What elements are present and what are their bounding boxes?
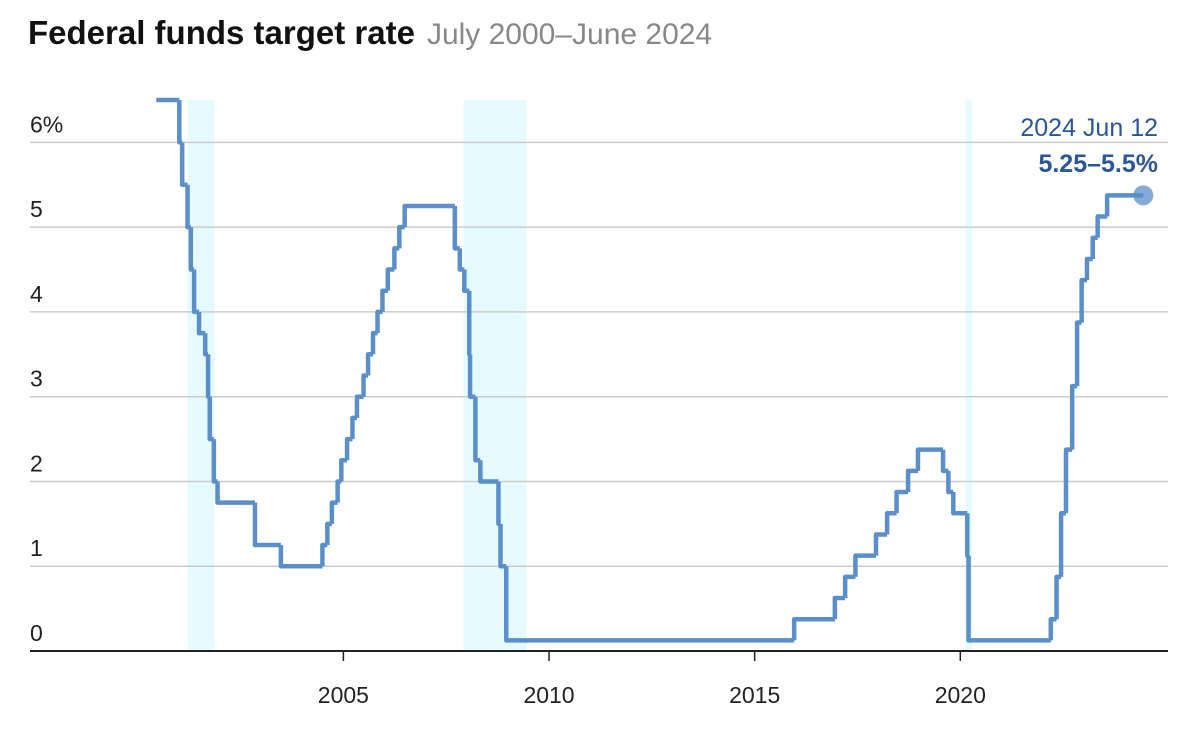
step-segment <box>1054 574 1062 620</box>
step-segment <box>350 415 357 440</box>
step-segment <box>380 288 388 312</box>
step-segment <box>1090 235 1098 259</box>
y-tick-label: 4 <box>30 281 43 307</box>
step-segment <box>1069 383 1078 450</box>
step-segment <box>1079 277 1087 323</box>
annotation-value: 5.25–5.5% <box>1038 150 1158 178</box>
recession-band <box>965 100 973 651</box>
title: Federal funds target rate <box>28 14 415 51</box>
step-segment <box>196 311 206 336</box>
step-segment <box>966 555 1051 643</box>
step-segment <box>1104 193 1144 217</box>
step-segment <box>884 511 897 535</box>
step-segment <box>179 142 188 188</box>
step-segment <box>853 553 876 577</box>
step-segment <box>905 468 918 493</box>
step-segment <box>915 447 944 471</box>
y-tick-label: 6% <box>30 111 63 137</box>
step-segment <box>385 267 395 291</box>
step-segment <box>1058 511 1066 577</box>
step-segment <box>496 481 501 527</box>
recession-band <box>187 100 215 651</box>
step-segment <box>329 500 338 524</box>
step-segment <box>873 532 888 556</box>
step-segment <box>402 203 455 228</box>
step-segment <box>940 449 949 474</box>
step-segment <box>339 458 348 482</box>
step-segment <box>188 227 195 272</box>
step-segment <box>320 542 328 567</box>
step-segment <box>842 574 856 599</box>
recession-band <box>463 100 527 651</box>
step-segment <box>1048 616 1057 641</box>
chart-title: Federal funds target rate July 2000–June … <box>28 14 712 51</box>
step-segment <box>965 513 970 558</box>
y-tick-label: 3 <box>30 366 43 392</box>
step-segment <box>791 616 835 641</box>
step-segment <box>375 309 383 334</box>
step-segment <box>467 354 476 399</box>
step-segment <box>392 246 400 270</box>
step-segment <box>325 521 332 546</box>
y-tick-label: 0 <box>30 620 43 646</box>
step-segment <box>504 566 795 643</box>
step-segment <box>478 460 499 484</box>
x-tick-label: 2020 <box>935 682 986 708</box>
step-segment <box>832 595 846 620</box>
step-segment <box>1074 320 1082 387</box>
x-tick-label: 2015 <box>729 682 780 708</box>
subtitle: July 2000–June 2024 <box>427 18 712 51</box>
step-segment <box>397 224 405 249</box>
x-tick-label: 2010 <box>523 682 574 708</box>
step-segment <box>252 502 281 548</box>
annotation-date: 2024 Jun 12 <box>1020 114 1158 142</box>
y-tick-label: 2 <box>30 450 43 476</box>
step-segment <box>278 545 323 569</box>
y-tick-label: 5 <box>30 196 43 222</box>
step-segment <box>365 352 374 376</box>
step-segment <box>894 489 909 514</box>
step-segment <box>361 373 369 397</box>
step-segment <box>354 394 364 418</box>
y-tick-label: 1 <box>30 535 43 561</box>
step-segment <box>211 439 218 484</box>
step-segment <box>335 479 342 503</box>
step-segment <box>344 436 353 461</box>
end-point <box>1133 185 1154 206</box>
step-segment <box>177 100 183 145</box>
step-segment <box>457 248 465 272</box>
step-segment <box>370 330 378 355</box>
step-segment <box>951 492 968 516</box>
step-segment <box>205 354 211 399</box>
step-segment <box>215 481 255 505</box>
step-segment <box>1095 214 1108 238</box>
step-segment <box>466 290 472 357</box>
step-segment <box>452 205 460 251</box>
x-tick-label: 2005 <box>318 682 369 708</box>
step-segment <box>191 269 200 315</box>
step-segment <box>1084 256 1093 281</box>
step-segment <box>473 396 481 463</box>
